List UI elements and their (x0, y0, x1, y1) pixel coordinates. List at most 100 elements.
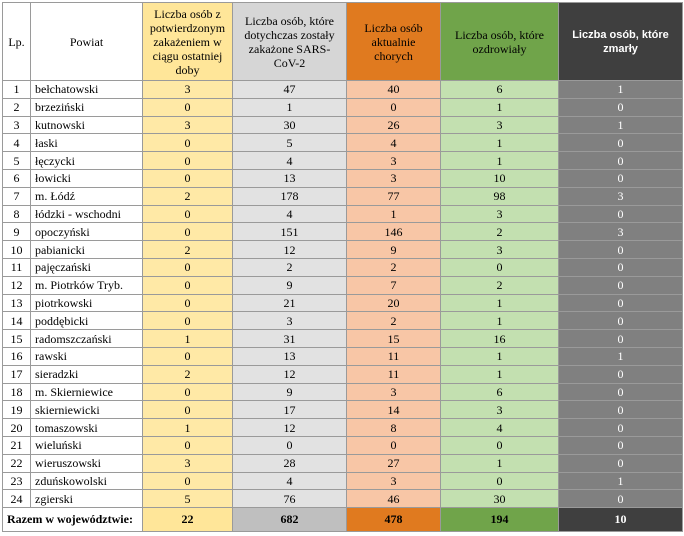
number-cell: 4 (2, 133, 31, 153)
number-cell: 1 (232, 97, 347, 117)
number-cell: 178 (232, 186, 347, 206)
district-cell: zgierski (30, 489, 143, 509)
number-cell: 9 (2, 222, 31, 242)
number-cell: 2 (346, 311, 441, 331)
column-header: Liczba osób, które zmarły (558, 2, 683, 81)
number-cell: 6 (2, 168, 31, 188)
number-cell: 15 (346, 329, 441, 348)
total-label: Razem w województwie: (2, 507, 143, 533)
number-cell: 0 (558, 293, 683, 313)
column-header: Lp. (2, 2, 31, 81)
number-cell: 0 (440, 257, 559, 277)
column-header: Liczba osób, które ozdrowiały (440, 2, 559, 81)
number-cell: 19 (2, 400, 31, 420)
number-cell: 1 (440, 311, 559, 331)
district-cell: zduńskowolski (30, 471, 143, 491)
column-header: Liczba osób aktualnie chorych (346, 2, 441, 81)
number-cell: 1 (440, 151, 559, 170)
number-cell: 14 (2, 311, 31, 331)
district-cell: rawski (30, 346, 143, 366)
table-row: 13 piotrkowski 0 21 20 1 0 (2, 293, 683, 313)
column-header: Powiat (30, 2, 143, 81)
number-cell: 3 (558, 222, 683, 242)
table-row: 23 zduńskowolski 0 4 3 0 1 (2, 471, 683, 491)
table-row: 7 m. Łódź 2 178 77 98 3 (2, 186, 683, 206)
district-cell: bełchatowski (30, 80, 143, 99)
number-cell: 6 (440, 80, 559, 99)
number-cell: 0 (558, 133, 683, 153)
number-cell: 4 (346, 133, 441, 153)
district-cell: łódzki - wschodni (30, 204, 143, 224)
number-cell: 0 (558, 275, 683, 295)
district-cell: tomaszowski (30, 418, 143, 437)
number-cell: 11 (2, 257, 31, 277)
total-cell: 682 (232, 507, 347, 533)
number-cell: 0 (558, 453, 683, 473)
table-row: 15 radomszczański 1 31 15 16 0 (2, 329, 683, 348)
number-cell: 4 (440, 418, 559, 437)
number-cell: 20 (2, 418, 31, 437)
number-cell: 0 (558, 97, 683, 117)
number-cell: 13 (232, 168, 347, 188)
number-cell: 10 (2, 240, 31, 259)
table-row: 6 łowicki 0 13 3 10 0 (2, 168, 683, 188)
number-cell: 1 (558, 80, 683, 99)
number-cell: 8 (2, 204, 31, 224)
number-cell: 0 (142, 133, 233, 153)
number-cell: 5 (142, 489, 233, 509)
number-cell: 12 (232, 418, 347, 437)
table-row: 1 bełchatowski 3 47 40 6 1 (2, 80, 683, 99)
number-cell: 3 (558, 186, 683, 206)
table-body: 1 bełchatowski 3 47 40 6 1 2 brzeziński 0 1 0 1 0 3 kut… (2, 80, 683, 509)
district-cell: łęczycki (30, 151, 143, 170)
number-cell: 5 (232, 133, 347, 153)
number-cell: 0 (558, 311, 683, 331)
table-row: 24 zgierski 5 76 46 30 0 (2, 489, 683, 509)
number-cell: 20 (346, 293, 441, 313)
table-row: 21 wieluński 0 0 0 0 0 (2, 435, 683, 455)
number-cell: 0 (142, 471, 233, 491)
table-row: 2 brzeziński 0 1 0 1 0 (2, 97, 683, 117)
total-cell: 194 (440, 507, 559, 533)
number-cell: 0 (558, 435, 683, 455)
number-cell: 47 (232, 80, 347, 99)
table-row: 16 rawski 0 13 11 1 1 (2, 346, 683, 366)
number-cell: 2 (440, 275, 559, 295)
total-cell: 478 (346, 507, 441, 533)
number-cell: 16 (440, 329, 559, 348)
header-row: Lp. Powiat Liczba osób z potwierdzonym zak… (2, 2, 683, 81)
number-cell: 76 (232, 489, 347, 509)
number-cell: 17 (232, 400, 347, 420)
number-cell: 1 (558, 471, 683, 491)
number-cell: 2 (142, 186, 233, 206)
number-cell: 1 (142, 329, 233, 348)
number-cell: 0 (142, 204, 233, 224)
number-cell: 2 (2, 97, 31, 117)
number-cell: 21 (2, 435, 31, 455)
number-cell: 17 (2, 364, 31, 384)
table-row: 10 pabianicki 2 12 9 3 0 (2, 240, 683, 259)
number-cell: 31 (232, 329, 347, 348)
number-cell: 1 (2, 80, 31, 99)
district-cell: m. Skierniewice (30, 382, 143, 402)
number-cell: 146 (346, 222, 441, 242)
district-cell: piotrkowski (30, 293, 143, 313)
number-cell: 1 (558, 346, 683, 366)
district-cell: pabianicki (30, 240, 143, 259)
table-row: 18 m. Skierniewice 0 9 3 6 0 (2, 382, 683, 402)
district-cell: m. Łódź (30, 186, 143, 206)
number-cell: 1 (440, 346, 559, 366)
number-cell: 0 (142, 275, 233, 295)
number-cell: 9 (232, 382, 347, 402)
table-row: 17 sieradzki 2 12 11 1 0 (2, 364, 683, 384)
number-cell: 1 (440, 133, 559, 153)
number-cell: 21 (232, 293, 347, 313)
number-cell: 0 (558, 329, 683, 348)
number-cell: 15 (2, 329, 31, 348)
number-cell: 0 (142, 435, 233, 455)
number-cell: 3 (440, 204, 559, 224)
number-cell: 13 (232, 346, 347, 366)
number-cell: 2 (346, 257, 441, 277)
number-cell: 18 (2, 382, 31, 402)
